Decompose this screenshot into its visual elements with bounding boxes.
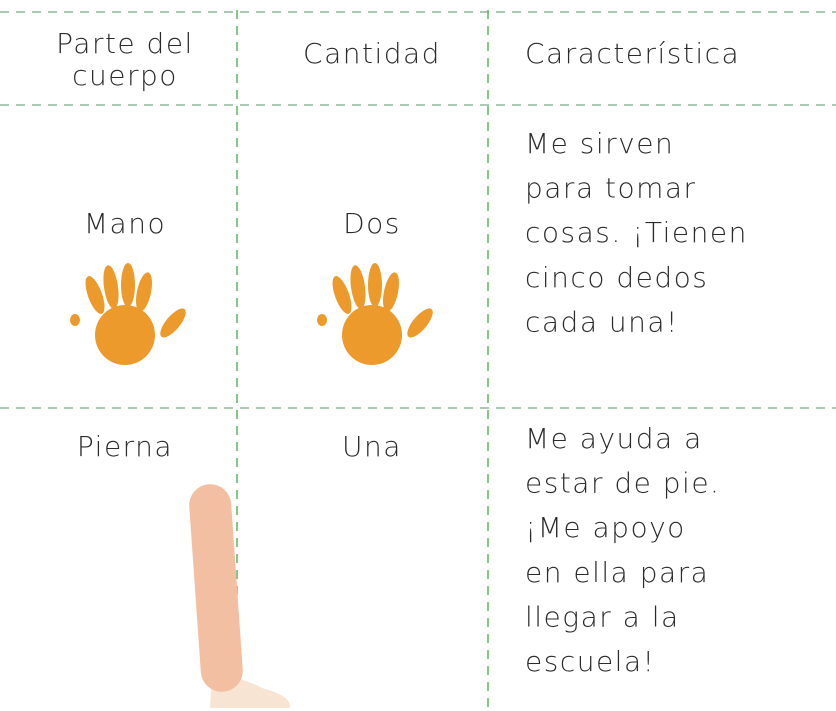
cell-text: cinco dedos <box>525 261 708 294</box>
cell-text: Parte del <box>56 27 194 60</box>
cell-text: cosas. ¡Tienen <box>525 216 748 249</box>
cell-text: Me sirven <box>525 127 674 160</box>
cell-text: llegar a la <box>525 600 680 633</box>
cell-text: Mano <box>84 207 166 240</box>
cell-text: cada una! <box>525 305 679 338</box>
cell-text: Una <box>342 430 402 463</box>
leg-icon <box>189 484 291 708</box>
cell-text: Característica <box>525 37 740 70</box>
cell-text: cuerpo <box>72 59 178 92</box>
cell-text: Dos <box>343 207 401 240</box>
hand-icon <box>70 263 186 365</box>
cell-text: para tomar <box>525 172 697 205</box>
cell-text: en ella para <box>525 556 709 589</box>
hand-icon <box>317 263 433 365</box>
cell-text: Cantidad <box>303 37 441 70</box>
cell-text: ¡Me apoyo <box>525 511 686 544</box>
cell-text: estar de pie. <box>525 467 720 500</box>
cell-text: Pierna <box>77 430 173 463</box>
cell-text: escuela! <box>525 645 655 678</box>
cell-text: Me ayuda a <box>525 422 703 455</box>
